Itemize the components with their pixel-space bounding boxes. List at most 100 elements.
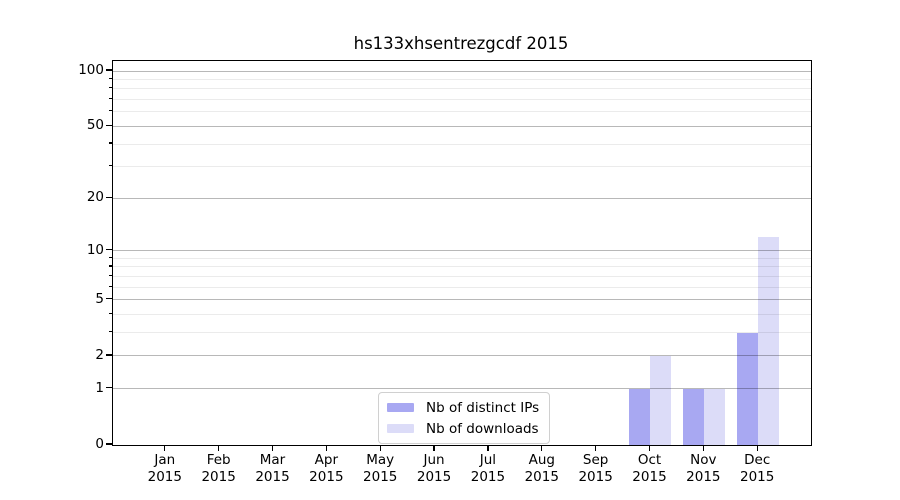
- x-label-year: 2015: [309, 468, 344, 485]
- x-tick-jul: [487, 445, 489, 451]
- major-gridline-10: [113, 250, 811, 252]
- legend-swatch-distinct-ips: [387, 403, 414, 412]
- minor-gridline-4: [113, 314, 811, 316]
- x-label-month: Dec: [744, 452, 771, 468]
- x-tick-label-feb: Feb 2015: [187, 452, 251, 485]
- x-tick-label-aug: Aug 2015: [510, 452, 574, 485]
- minor-gridline-30: [113, 166, 811, 168]
- bar-downloads-nov: [704, 388, 726, 445]
- y-tick-10: [106, 249, 112, 251]
- x-label-month: Apr: [314, 452, 339, 468]
- y-tick-label-2: 2: [95, 346, 104, 363]
- y-minor-tick-60: [108, 110, 112, 112]
- y-tick-100: [106, 69, 112, 71]
- legend-label-downloads: Nb of downloads: [426, 420, 539, 437]
- x-tick-sep: [595, 445, 597, 451]
- major-gridline-2: [113, 355, 811, 357]
- chart-title: hs133xhsentrezgcdf 2015: [353, 34, 569, 53]
- major-gridline-20: [113, 197, 811, 199]
- plot-area: [112, 60, 812, 446]
- y-tick-50: [106, 124, 112, 126]
- x-tick-label-dec: Dec 2015: [725, 452, 789, 485]
- x-tick-oct: [648, 445, 651, 451]
- minor-gridline-80: [113, 88, 811, 90]
- minor-gridline-90: [113, 78, 811, 80]
- x-label-month: May: [366, 452, 395, 468]
- y-minor-tick-6: [108, 285, 112, 287]
- legend-item-distinct-ips: Nb of distinct IPs: [387, 398, 539, 417]
- x-tick-jun: [433, 445, 435, 451]
- minor-gridline-40: [113, 143, 811, 145]
- y-minor-tick-80: [108, 87, 112, 89]
- minor-gridline-70: [113, 99, 811, 101]
- x-tick-nov: [702, 445, 704, 451]
- y-tick-label-5: 5: [95, 290, 104, 307]
- x-label-month: Nov: [690, 452, 717, 468]
- legend-label-distinct-ips: Nb of distinct IPs: [426, 399, 540, 416]
- x-tick-label-sep: Sep 2015: [564, 452, 628, 485]
- x-tick-feb: [218, 445, 220, 451]
- y-tick-20: [106, 196, 112, 198]
- x-tick-label-jan: Jan 2015: [133, 452, 197, 485]
- x-label-month: Aug: [528, 452, 555, 468]
- minor-gridline-3: [113, 332, 811, 334]
- x-label-year: 2015: [147, 468, 182, 485]
- x-label-month: Jul: [479, 452, 497, 468]
- x-label-year: 2015: [686, 468, 721, 485]
- y-tick-label-20: 20: [86, 189, 104, 206]
- x-tick-mar: [271, 445, 274, 451]
- y-tick-2: [106, 354, 112, 356]
- x-label-month: Oct: [637, 452, 662, 468]
- x-label-year: 2015: [416, 468, 452, 485]
- y-tick-1: [106, 387, 112, 389]
- x-label-year: 2015: [632, 468, 667, 485]
- y-minor-tick-9: [108, 256, 112, 258]
- x-label-year: 2015: [201, 468, 236, 485]
- x-label-month: Jun: [423, 452, 445, 468]
- y-tick-label-10: 10: [86, 241, 104, 258]
- y-minor-tick-70: [108, 97, 112, 100]
- x-label-month: Sep: [582, 452, 609, 468]
- x-tick-label-apr: Apr 2015: [294, 452, 358, 485]
- x-label-year: 2015: [524, 468, 559, 485]
- major-gridline-5: [113, 299, 811, 301]
- bar-distinct-ips-dec: [737, 332, 759, 445]
- x-tick-label-mar: Mar 2015: [241, 452, 305, 485]
- legend-swatch-downloads: [387, 424, 414, 433]
- y-minor-tick-7: [108, 274, 112, 277]
- x-tick-apr: [325, 445, 327, 451]
- y-tick-0: [106, 443, 112, 445]
- x-tick-may: [379, 445, 381, 451]
- x-tick-label-nov: Nov 2015: [671, 452, 735, 485]
- y-minor-tick-3: [108, 331, 112, 333]
- x-label-year: 2015: [578, 468, 613, 485]
- x-tick-label-may: May 2015: [348, 452, 412, 485]
- legend: Nb of distinct IPs Nb of downloads: [378, 392, 551, 444]
- x-label-year: 2015: [470, 468, 506, 485]
- x-tick-jan: [164, 445, 166, 451]
- y-minor-tick-90: [108, 77, 112, 80]
- bar-downloads-dec: [758, 237, 780, 445]
- major-gridline-1: [113, 388, 811, 390]
- y-tick-5: [106, 298, 112, 300]
- minor-gridline-8: [113, 266, 811, 268]
- y-tick-label-1: 1: [95, 379, 104, 396]
- x-label-year: 2015: [255, 468, 290, 485]
- x-tick-label-jun: Jun 2015: [402, 452, 466, 485]
- x-label-month: Mar: [259, 452, 286, 468]
- x-tick-dec: [756, 445, 758, 451]
- minor-gridline-7: [113, 275, 811, 277]
- bars-layer: [113, 61, 811, 445]
- x-tick-label-oct: Oct 2015: [617, 452, 681, 485]
- x-label-month: Feb: [206, 452, 231, 468]
- major-gridline-50: [113, 125, 811, 127]
- minor-gridline-60: [113, 111, 811, 113]
- x-label-year: 2015: [363, 468, 398, 485]
- minor-gridline-9: [113, 257, 811, 259]
- y-minor-tick-4: [108, 312, 112, 315]
- y-minor-tick-30: [108, 165, 112, 167]
- minor-gridline-6: [113, 286, 811, 288]
- bar-downloads-oct: [650, 355, 672, 445]
- y-tick-label-0: 0: [95, 436, 104, 452]
- y-minor-tick-40: [108, 142, 112, 144]
